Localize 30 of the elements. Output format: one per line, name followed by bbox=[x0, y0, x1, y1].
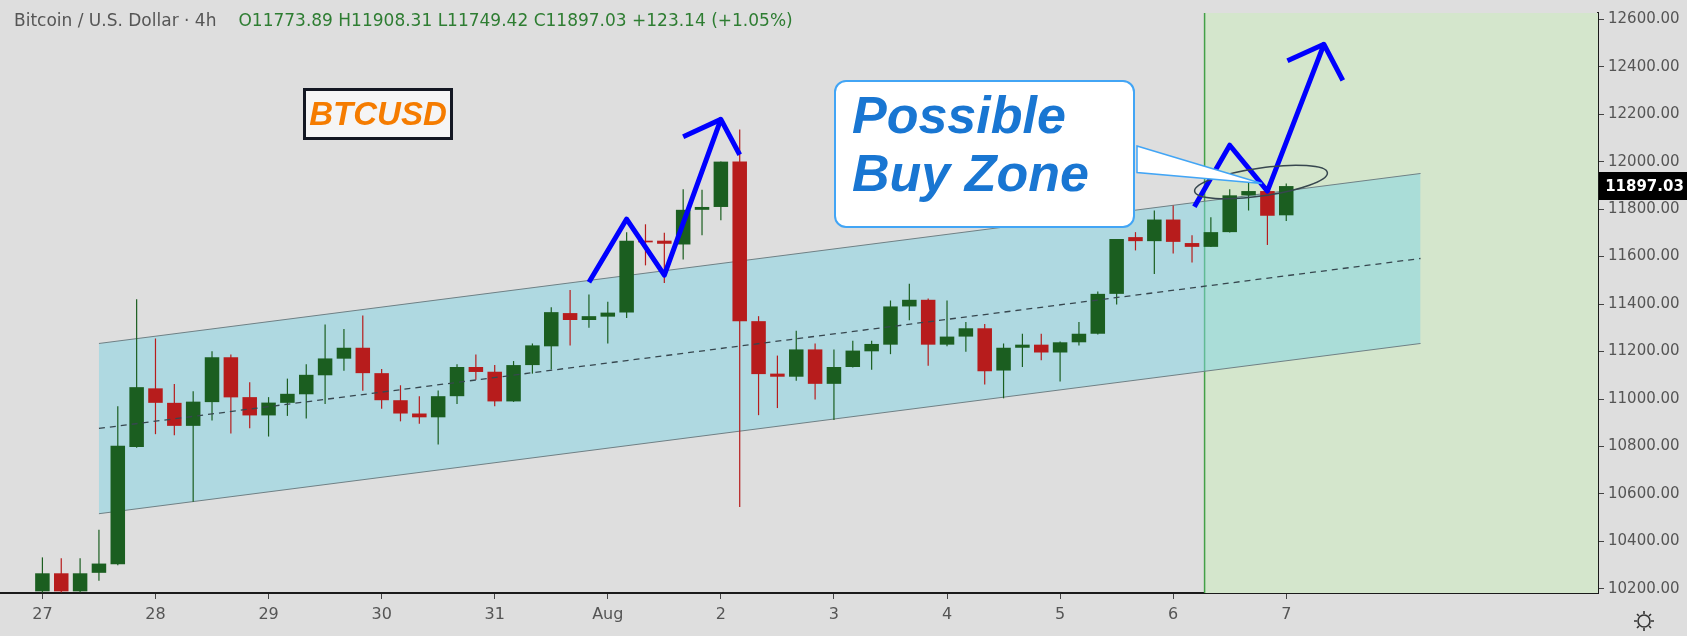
x-tick-label: 29 bbox=[258, 603, 279, 623]
x-tick-label: 30 bbox=[371, 603, 392, 623]
y-tick-label: 10800.00 bbox=[1608, 436, 1680, 455]
annotation: Possible Buy Zone bbox=[834, 80, 1135, 228]
x-tick-label: 7 bbox=[1281, 603, 1292, 623]
y-tick-label: 12600.00 bbox=[1608, 9, 1680, 28]
y-tick-label: 12400.00 bbox=[1608, 56, 1680, 75]
y-tick-label: 11000.00 bbox=[1608, 388, 1680, 407]
x-tick-label: Aug bbox=[592, 603, 624, 623]
x-tick-label: 2 bbox=[715, 603, 726, 623]
y-tick-label: 11200.00 bbox=[1608, 341, 1680, 360]
y-tick-label: 11400.00 bbox=[1608, 293, 1680, 312]
text: 11897.03 bbox=[1605, 176, 1684, 195]
y-tick-label: 12000.00 bbox=[1608, 151, 1680, 170]
chart-title: Bitcoin / U.S. Dollar · 4h bbox=[14, 10, 217, 30]
y-tick-label: 10400.00 bbox=[1608, 531, 1680, 550]
x-tick-label: 4 bbox=[941, 603, 953, 623]
x-tick-label: 27 bbox=[32, 603, 53, 623]
x-tick-label: 5 bbox=[1055, 603, 1066, 623]
y-tick-label: 11800.00 bbox=[1608, 198, 1680, 217]
y-tick-label: 10200.00 bbox=[1608, 578, 1680, 597]
x-tick-label: 6 bbox=[1168, 603, 1179, 623]
x-tick-label: 3 bbox=[828, 603, 840, 623]
x-tick-label: 28 bbox=[145, 603, 166, 623]
x-tick-label: 31 bbox=[484, 603, 505, 623]
y-tick-label: 11600.00 bbox=[1608, 246, 1680, 265]
annotation: BTCUSD bbox=[303, 88, 453, 140]
chart-subtitle: O11773.89 H11908.31 L11749.42 C11897.03 +123.14 (+1.05%) bbox=[238, 10, 793, 30]
y-tick-label: 10600.00 bbox=[1608, 483, 1680, 502]
y-tick-label: 12200.00 bbox=[1608, 104, 1680, 123]
